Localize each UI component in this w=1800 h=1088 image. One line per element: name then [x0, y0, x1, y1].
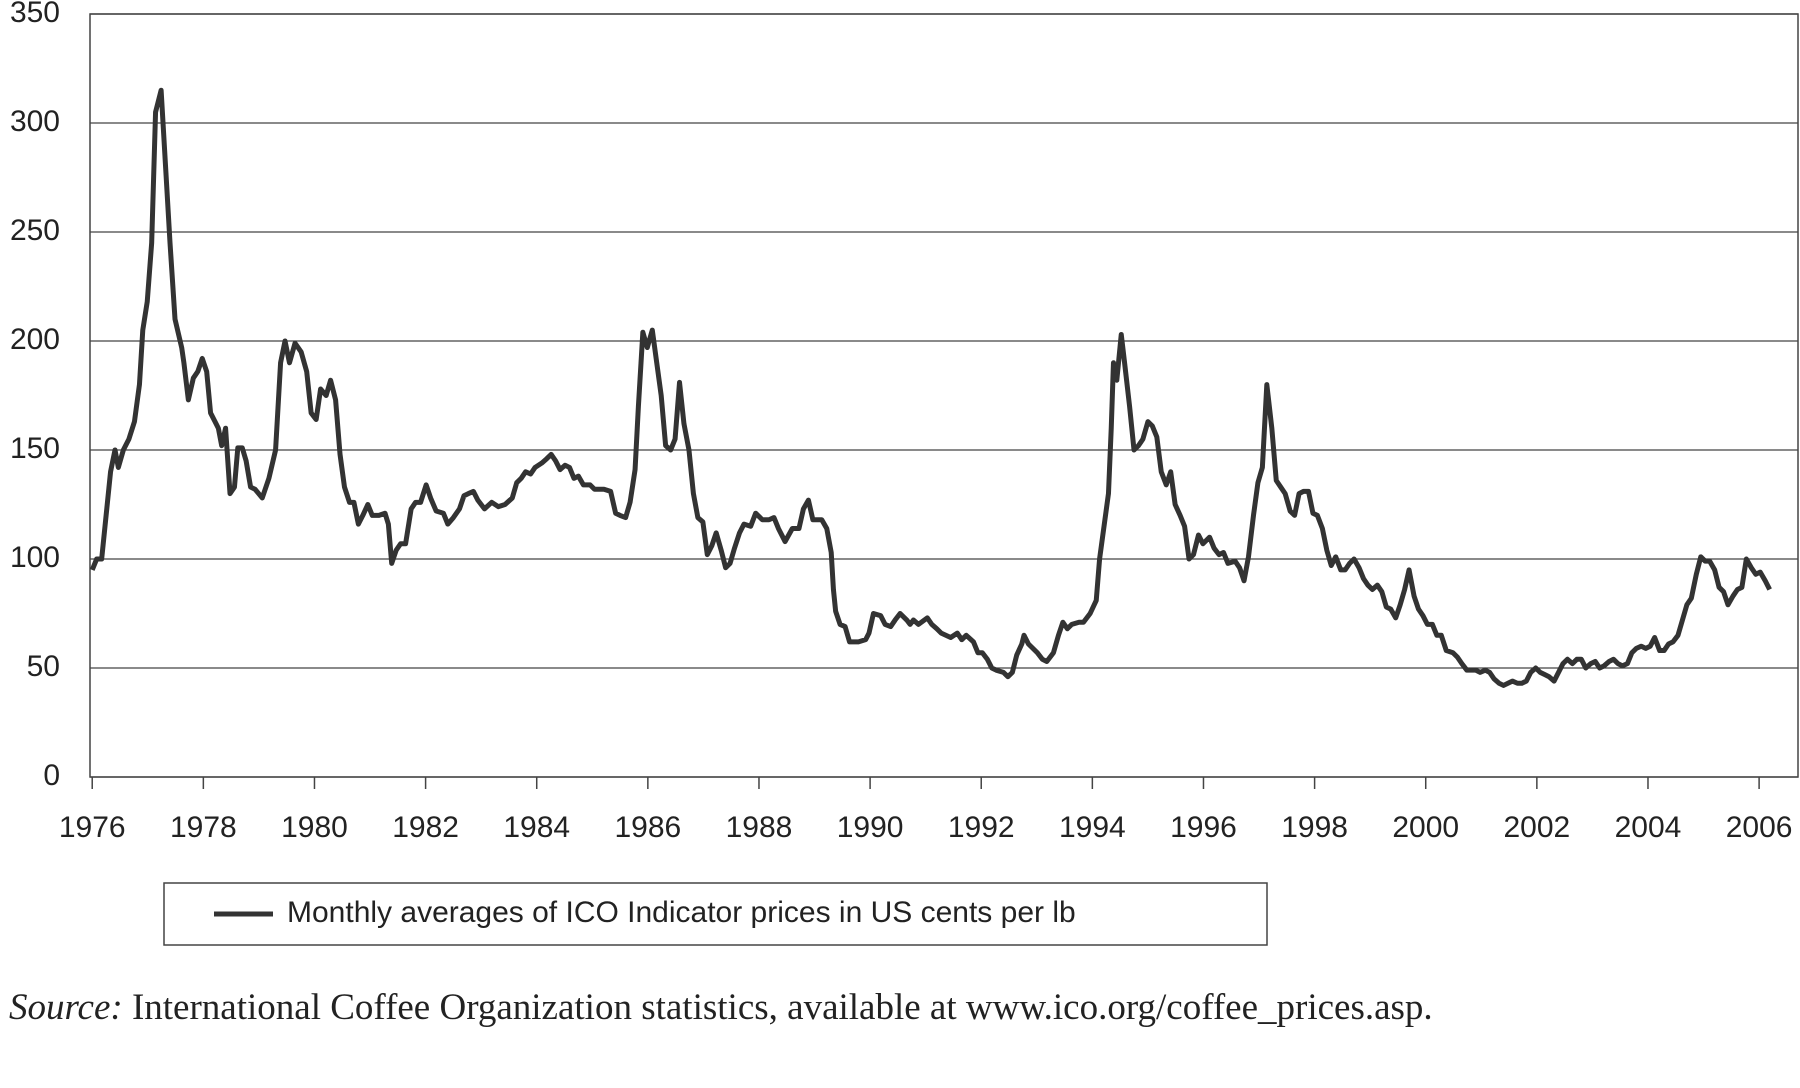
- source-text: International Coffee Organization statis…: [131, 987, 1433, 1028]
- x-tick-label: 1998: [1281, 811, 1348, 844]
- x-tick-label: 1990: [837, 811, 904, 844]
- x-tick-label: 1986: [614, 811, 681, 844]
- x-tick-label: 1988: [726, 811, 793, 844]
- x-tick-label: 2002: [1503, 811, 1570, 844]
- plot-frame: [89, 13, 1799, 778]
- x-tick-label: 1982: [392, 811, 459, 844]
- y-tick-label: 350: [10, 0, 60, 29]
- y-tick-label: 150: [10, 432, 60, 465]
- y-tick-label: 250: [10, 214, 60, 247]
- chart: 0 50 100 150 200 250 300 350 1976 1978 1980 1982 198…: [10, 0, 1799, 946]
- x-tick-label: 1992: [948, 811, 1015, 844]
- x-tick-label: 2000: [1392, 811, 1459, 844]
- source-label: Source:: [9, 987, 123, 1028]
- x-tick-label: 1994: [1059, 811, 1126, 844]
- x-tick-label: 1978: [170, 811, 237, 844]
- y-tick-label: 200: [10, 323, 60, 356]
- x-tick-label: 1984: [503, 811, 570, 844]
- x-tick-label: 1976: [59, 811, 126, 844]
- x-tick-label: 1996: [1170, 811, 1237, 844]
- y-tick-label: 50: [27, 650, 60, 683]
- legend-box: [163, 882, 1268, 946]
- x-tick-label: 2006: [1726, 811, 1793, 844]
- legend-label: Monthly averages of ICO Indicator prices…: [287, 896, 1076, 929]
- x-tick-label: 2004: [1615, 811, 1682, 844]
- source-note: Source: International Coffee Organizatio…: [9, 978, 1791, 1038]
- x-tick-label: 1980: [281, 811, 348, 844]
- series-line: [89, 87, 1772, 688]
- y-tick-label: 100: [10, 541, 60, 574]
- y-tick-label: 0: [43, 759, 60, 792]
- y-tick-label: 300: [10, 105, 60, 138]
